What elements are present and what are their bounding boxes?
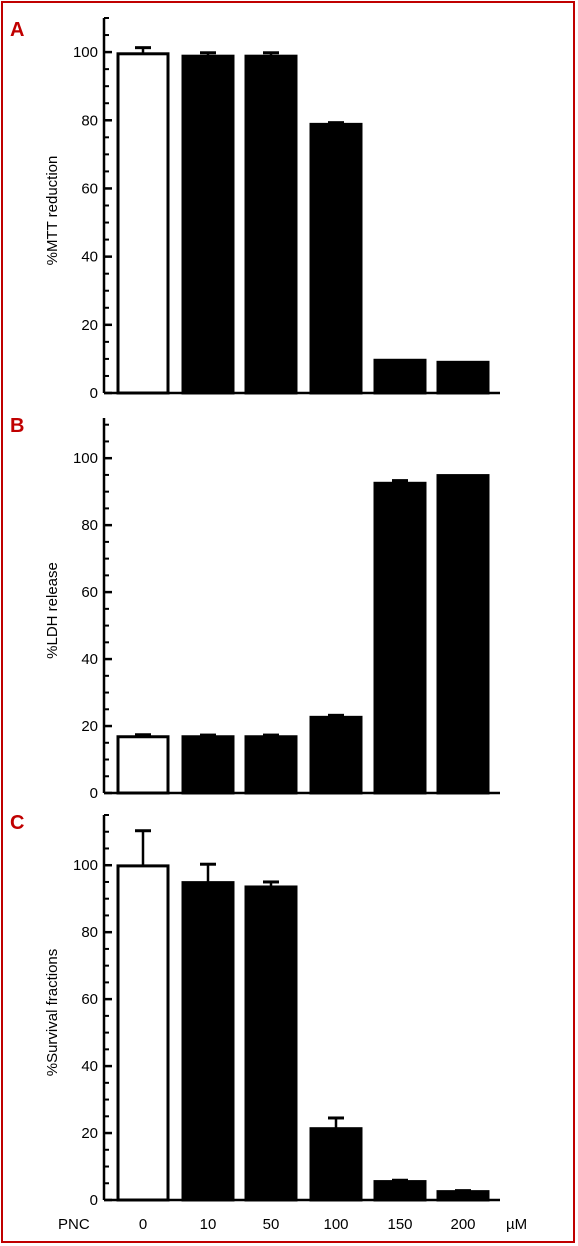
y-tick-label: 20 <box>81 1125 98 1142</box>
chart-panel-a: A 0 20 40 60 80 100 %MTT reduction <box>10 17 500 402</box>
y-tick-label: 20 <box>81 317 98 334</box>
bar-treated <box>181 54 235 395</box>
bar-treated <box>436 360 490 395</box>
bar-treated <box>373 481 427 795</box>
chart-panel-b: B 0 20 40 60 80 100 %LDH release <box>10 415 500 802</box>
y-tick-label: 60 <box>81 584 98 601</box>
y-tick-label: 80 <box>81 924 98 941</box>
x-category-label: 150 <box>387 1216 412 1233</box>
x-category-label: 100 <box>323 1216 348 1233</box>
y-tick-label: 80 <box>81 112 98 129</box>
x-axis-category-row: PNC µM 0 10 50 100 150 200 <box>58 1216 527 1233</box>
bar-control <box>116 52 170 395</box>
panel-letter: B <box>10 415 24 437</box>
panel-letter: C <box>10 812 24 834</box>
y-tick-label: 100 <box>73 44 98 61</box>
bar-treated <box>309 715 363 795</box>
y-tick-label: 0 <box>90 385 98 402</box>
bar-treated <box>244 735 298 795</box>
y-axis-title: %LDH release <box>44 562 61 659</box>
y-tick-label: 40 <box>81 1058 98 1075</box>
bar-treated <box>436 474 490 795</box>
bar-treated <box>244 885 298 1202</box>
y-tick-label: 60 <box>81 180 98 197</box>
bar-treated <box>181 881 235 1202</box>
y-tick-label: 60 <box>81 991 98 1008</box>
y-tick-label: 100 <box>73 857 98 874</box>
x-category-label: 200 <box>450 1216 475 1233</box>
bar-treated <box>244 54 298 395</box>
y-tick-label: 40 <box>81 651 98 668</box>
bar-control <box>116 864 170 1202</box>
bar-treated <box>181 735 235 795</box>
y-tick-label: 0 <box>90 785 98 802</box>
bar-treated <box>436 1190 490 1202</box>
x-category-label: 10 <box>200 1216 217 1233</box>
chart-panel-c: C 0 20 40 60 80 100 %Survival fractions <box>10 812 500 1209</box>
y-axis-title: %Survival fractions <box>44 949 61 1077</box>
bar-treated <box>373 358 427 395</box>
bar-treated <box>309 1127 363 1202</box>
y-tick-label: 100 <box>73 450 98 467</box>
y-tick-label: 0 <box>90 1192 98 1209</box>
y-tick-label: 20 <box>81 718 98 735</box>
x-axis-prefix-label: PNC <box>58 1216 90 1233</box>
bar-control <box>116 735 170 795</box>
x-axis-unit-label: µM <box>506 1216 527 1233</box>
y-tick-label: 40 <box>81 249 98 266</box>
bar-treated <box>373 1180 427 1202</box>
x-category-label: 0 <box>139 1216 147 1233</box>
panel-letter: A <box>10 19 24 41</box>
bar-treated <box>309 122 363 395</box>
x-category-label: 50 <box>263 1216 280 1233</box>
y-tick-label: 80 <box>81 517 98 534</box>
y-axis-title: %MTT reduction <box>44 156 61 266</box>
